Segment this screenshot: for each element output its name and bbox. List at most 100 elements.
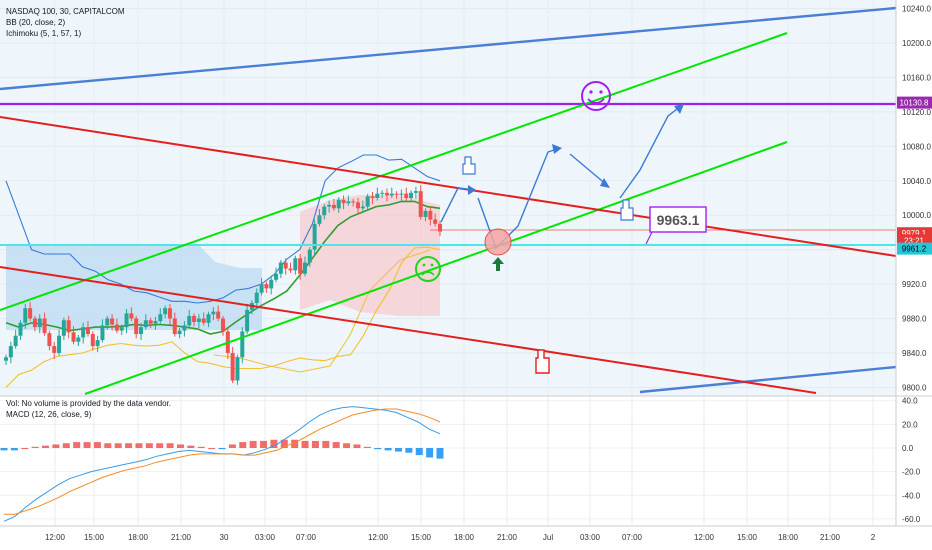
candle xyxy=(61,317,66,341)
candle xyxy=(356,198,361,215)
candle xyxy=(28,302,33,322)
candle xyxy=(187,309,192,328)
price-axis[interactable]: 10240.0 10200.0 10160.0 10120.0 10080.0 10040… xyxy=(902,5,931,393)
candle xyxy=(85,321,90,337)
candle xyxy=(4,354,8,366)
svg-text:9979.1: 9979.1 xyxy=(902,229,927,238)
macd-tick-label: 0.0 xyxy=(902,444,914,453)
candle xyxy=(81,322,86,344)
macd-histogram-bar xyxy=(31,446,39,448)
macd-histogram-bar xyxy=(343,443,351,448)
candle xyxy=(293,255,298,275)
macd-histogram-bar xyxy=(426,448,434,458)
macd-histogram-bar xyxy=(218,448,226,450)
candle xyxy=(139,322,144,341)
candle xyxy=(399,189,404,201)
candle xyxy=(201,312,206,326)
macd-histogram-bar xyxy=(311,440,319,448)
macd-histogram-bar xyxy=(0,448,8,451)
bb-indicator-label[interactable]: BB (20, close, 2) xyxy=(6,18,66,27)
candle xyxy=(438,221,442,236)
macd-histogram-bar xyxy=(208,448,216,449)
macd-histogram-bar xyxy=(166,443,174,448)
red-channel-lower[interactable] xyxy=(0,266,817,394)
svg-text:23:21: 23:21 xyxy=(904,237,925,246)
macd-histogram-bar xyxy=(436,448,444,459)
candle xyxy=(167,303,172,325)
macd-histogram-bar xyxy=(10,448,18,451)
price-tick-label: 10120.0 xyxy=(902,108,931,117)
candle xyxy=(57,329,62,356)
macd-tick-label: -40.0 xyxy=(902,491,921,500)
price-tick-label: 10000.0 xyxy=(902,211,931,220)
candle xyxy=(322,204,327,220)
candle xyxy=(206,311,211,328)
time-tick-label: 18:00 xyxy=(128,533,149,542)
candle xyxy=(90,331,95,351)
candle xyxy=(404,187,409,201)
candle xyxy=(23,303,28,329)
time-tick-label: 15:00 xyxy=(84,533,105,542)
ichimoku-indicator-label[interactable]: Ichimoku (5, 1, 57, 1) xyxy=(6,29,82,38)
candle xyxy=(37,314,42,334)
macd-histogram-bar xyxy=(239,442,247,448)
macd-histogram-bar xyxy=(291,439,299,448)
candle xyxy=(18,320,23,341)
macd-histogram-bar xyxy=(384,448,392,451)
red-channel-upper[interactable] xyxy=(0,116,897,257)
candle xyxy=(76,334,81,347)
symbol-label[interactable]: NASDAQ 100, 30, CAPITALCOM xyxy=(6,7,125,16)
time-tick-label: 30 xyxy=(220,533,229,542)
macd-histogram-bar xyxy=(353,444,361,448)
candle xyxy=(196,314,201,328)
time-tick-label: 12:00 xyxy=(694,533,715,542)
up-arrow-icon xyxy=(492,257,504,271)
candle xyxy=(42,312,47,336)
upper-trend-line[interactable] xyxy=(0,6,897,91)
time-tick-label: 18:00 xyxy=(778,533,799,542)
time-tick-label: 07:00 xyxy=(296,533,317,542)
macd-histogram-bar xyxy=(93,442,101,448)
macd-histogram-bar xyxy=(270,439,278,448)
time-axis[interactable]: 12:00 15:00 18:00 21:00 30 03:00 07:00 12:00 15:… xyxy=(45,533,876,542)
macd-histogram-bar xyxy=(197,446,205,448)
price-callout[interactable]: 9963.1 xyxy=(645,206,707,245)
candle xyxy=(66,315,71,339)
time-tick-label: 03:00 xyxy=(255,533,276,542)
candle xyxy=(124,309,129,334)
candle xyxy=(409,190,414,203)
drawing-tools[interactable]: 9963.1 xyxy=(0,6,897,395)
green-channel-lower[interactable] xyxy=(84,141,788,395)
macd-histogram-bar xyxy=(415,448,423,456)
lower-trend-line[interactable] xyxy=(639,365,897,394)
candle xyxy=(153,316,158,330)
price-tick-label: 10080.0 xyxy=(902,142,931,151)
candle xyxy=(365,193,370,211)
candle xyxy=(288,262,293,273)
candle xyxy=(254,288,259,310)
candle xyxy=(52,341,57,359)
volume-label[interactable]: Vol: No volume is provided by the data v… xyxy=(6,399,171,408)
candle xyxy=(413,186,418,199)
candle xyxy=(211,307,216,321)
green-channel-upper[interactable] xyxy=(0,32,788,311)
candle xyxy=(240,327,245,364)
svg-text:9961.2: 9961.2 xyxy=(902,245,927,254)
candle xyxy=(278,259,283,279)
candle xyxy=(283,258,288,275)
price-tag: 9961.2 xyxy=(897,242,932,255)
macd-tick-label: 40.0 xyxy=(902,397,918,406)
macd-histogram-bar xyxy=(322,440,330,448)
macd-tick-label: -60.0 xyxy=(902,515,921,524)
arrow-heads xyxy=(468,104,684,195)
price-tick-label: 9920.0 xyxy=(902,280,927,289)
candle xyxy=(221,315,225,336)
candle xyxy=(71,326,76,345)
candle xyxy=(428,206,433,226)
candle xyxy=(32,315,37,332)
macd-indicator-label[interactable]: MACD (12, 26, close, 9) xyxy=(6,410,92,419)
macd-histogram-bar xyxy=(260,440,268,448)
macd-histogram-bar xyxy=(176,444,184,448)
